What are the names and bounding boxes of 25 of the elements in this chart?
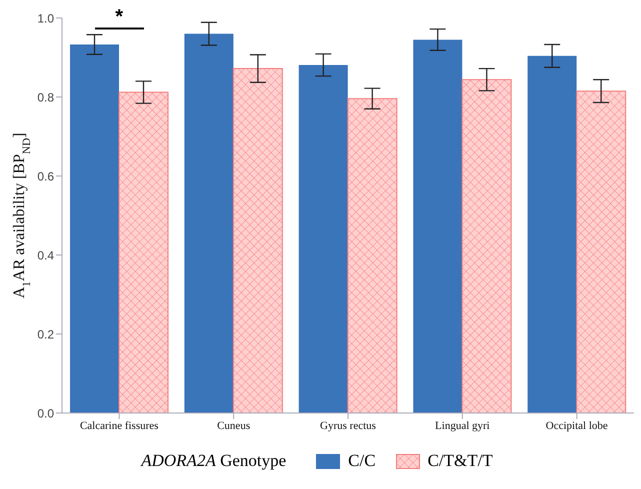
bar (232, 68, 283, 413)
bar (298, 65, 348, 413)
bar (413, 40, 462, 413)
x-tick-label: Occipital lobe (546, 420, 608, 432)
x-tick-label: Cuneus (217, 420, 250, 432)
annotation: * (114, 6, 124, 29)
bar (70, 44, 120, 413)
legend-title: ADORA2A Genotype (141, 451, 286, 471)
x-tick-label: Lingual gyri (435, 420, 490, 432)
y-tick-label: 0.0 (37, 406, 54, 420)
y-tick-label: 0.2 (37, 327, 54, 342)
x-tick-label: Calcarine fissures (80, 420, 158, 432)
bar (118, 92, 169, 413)
legend-label: C/T&T/T (428, 451, 493, 471)
y-tick-label: 0.4 (37, 248, 54, 262)
bar (462, 79, 512, 413)
y-tick-label: 1.0 (37, 11, 54, 26)
y-tick-label: 0.8 (37, 90, 54, 104)
bar (184, 34, 234, 413)
x-tick-label: Gyrus rectus (320, 420, 376, 432)
bar (347, 98, 398, 413)
bar (528, 56, 577, 413)
y-tick-label: 0.6 (37, 169, 54, 184)
bar (576, 90, 626, 413)
legend-label: C/C (348, 451, 376, 471)
